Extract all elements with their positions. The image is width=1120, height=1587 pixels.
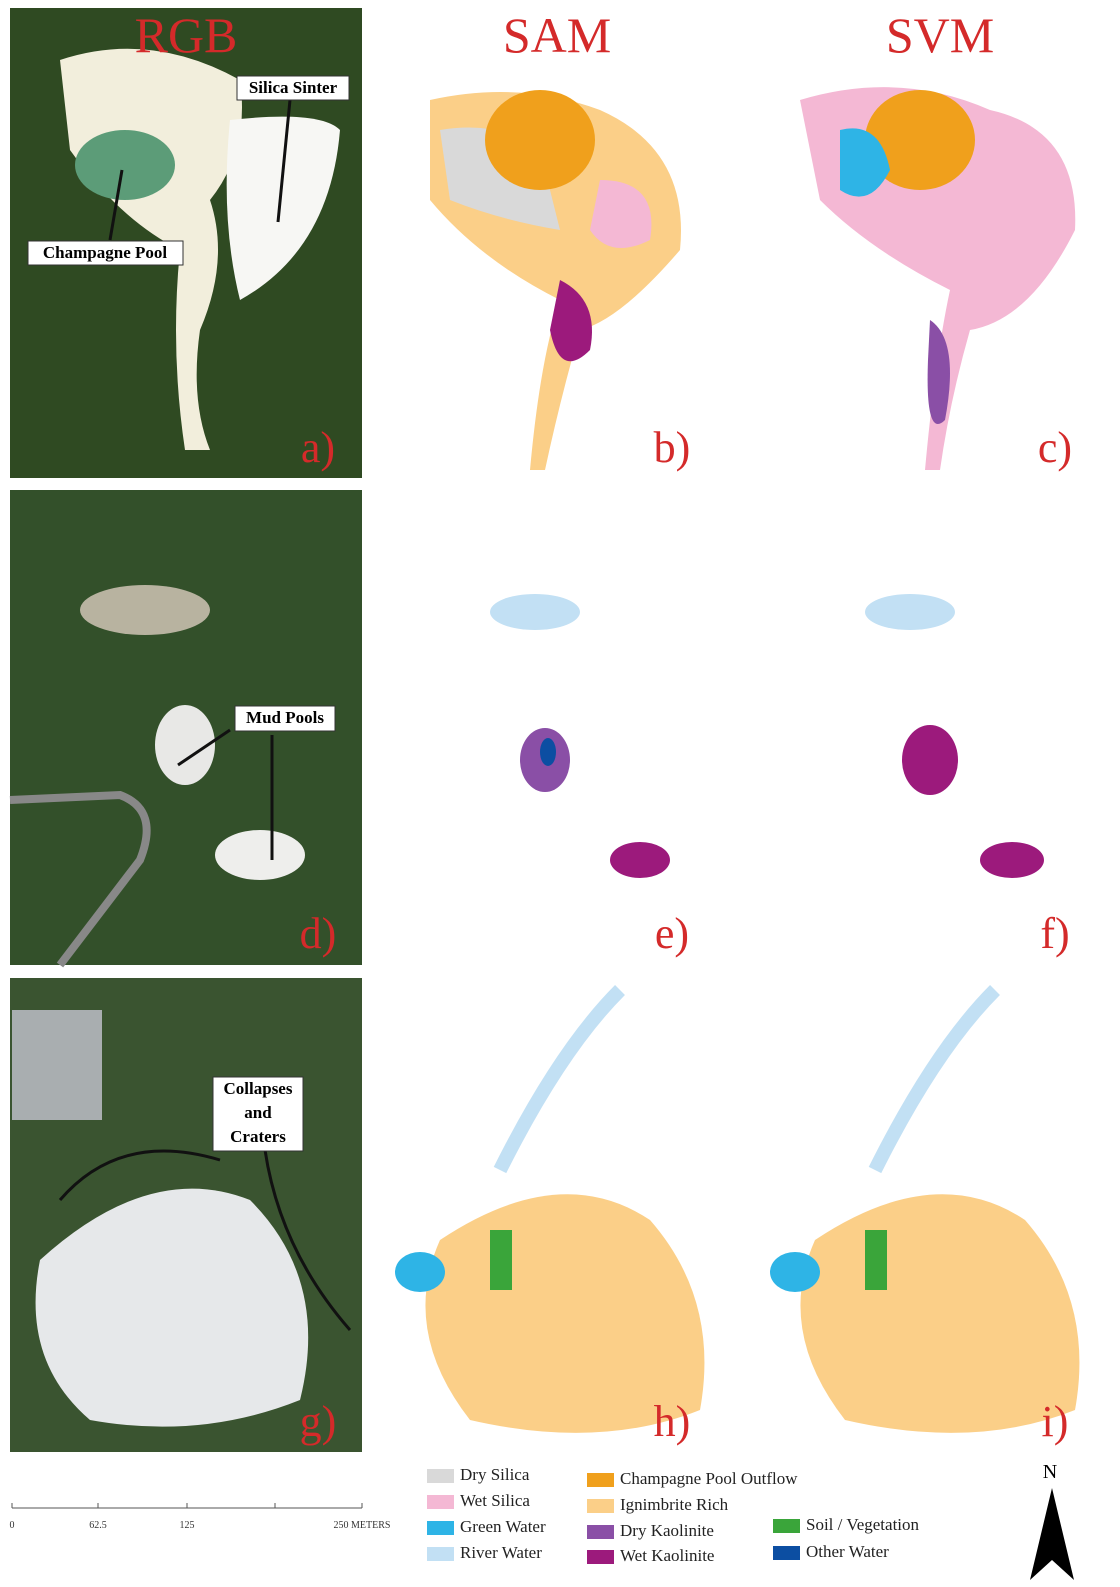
panel-label: d): [300, 909, 337, 958]
legend-label: Other Water: [806, 1542, 889, 1561]
panel-label: h): [654, 1397, 691, 1446]
panel-label: i): [1042, 1397, 1069, 1446]
legend-label: River Water: [460, 1543, 542, 1562]
annotation: Silica Sinter: [249, 78, 338, 97]
figure: RGB SAM SVM Silica Sinter Champagne Pool…: [0, 0, 1120, 1587]
panel-label: f): [1040, 909, 1069, 958]
panel-label: c): [1038, 423, 1072, 472]
legend-swatch: [587, 1473, 614, 1487]
panel-label: e): [655, 909, 689, 958]
scale-label: 62.5: [89, 1520, 107, 1531]
legend-label: Dry Kaolinite: [620, 1521, 714, 1540]
annotation: and: [244, 1103, 272, 1122]
legend-swatch: [773, 1546, 800, 1560]
annotation: Champagne Pool: [43, 243, 167, 262]
legend-swatch: [587, 1525, 614, 1539]
scale-bar: [12, 1503, 362, 1508]
legend-label: Dry Silica: [460, 1465, 530, 1484]
annotation: Mud Pools: [246, 708, 324, 727]
legend-label: Champagne Pool Outflow: [620, 1469, 798, 1488]
scale-label: 0: [10, 1520, 15, 1531]
legend-label: Wet Silica: [460, 1491, 530, 1510]
legend-swatch: [427, 1495, 454, 1509]
legend-swatch: [427, 1547, 454, 1561]
panel-label: g): [300, 1397, 337, 1446]
panel-label: b): [654, 423, 691, 472]
classified-panels: [395, 87, 1079, 1433]
legend-swatch: [427, 1521, 454, 1535]
panel-label: a): [301, 423, 335, 472]
legend-swatch: [773, 1519, 800, 1533]
column-title: RGB: [135, 7, 238, 63]
legend-swatch: [587, 1550, 614, 1564]
legend-label: Ignimbrite Rich: [620, 1495, 729, 1514]
legend-label: Green Water: [460, 1517, 546, 1536]
legend-swatch: [587, 1499, 614, 1513]
legend-label: Wet Kaolinite: [620, 1546, 714, 1565]
north-label: N: [1043, 1461, 1057, 1483]
legend-label: Soil / Vegetation: [806, 1515, 920, 1534]
legend-swatch: [427, 1469, 454, 1483]
annotation: Collapses: [224, 1079, 293, 1098]
column-title: SVM: [886, 7, 994, 63]
scale-label: 125: [180, 1520, 195, 1531]
column-title: SAM: [503, 7, 611, 63]
annotation: Craters: [230, 1127, 286, 1146]
scale-label: 250 METERS: [334, 1520, 391, 1531]
north-arrow: [1030, 1488, 1074, 1580]
